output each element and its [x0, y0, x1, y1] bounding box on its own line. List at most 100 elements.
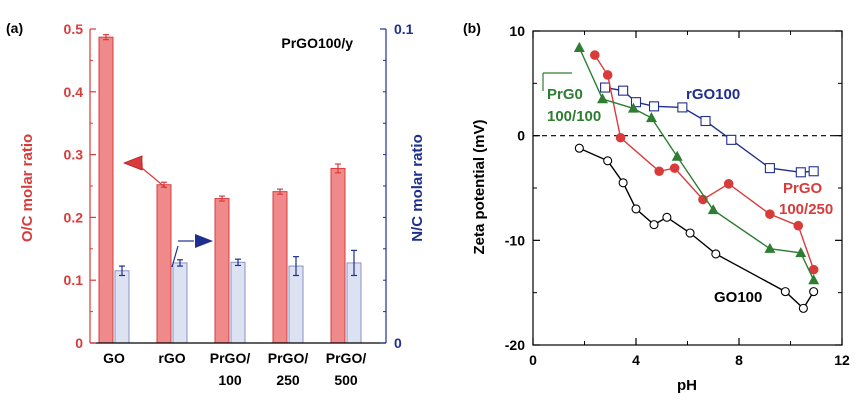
y-right-tick-label: 0.1: [394, 21, 414, 37]
category-label: PrGO/: [326, 350, 367, 366]
point-1-5: [700, 115, 711, 127]
point-3-5: [707, 204, 719, 215]
point-1-0: [600, 82, 611, 93]
bar-oc-3: [272, 191, 288, 344]
y-left-tick-label: 0.2: [64, 209, 84, 225]
category-label-line2: 500: [334, 372, 358, 388]
annotation-prgo-100-pointer: [542, 72, 572, 91]
y-left-tick-label: 0.1: [64, 272, 84, 288]
point-0-6: [685, 228, 695, 238]
annotation-prgo-100-line1: PrG0: [547, 86, 583, 103]
y-tick-label: 0: [517, 128, 525, 144]
right-axis-arrow: [171, 234, 213, 268]
category-label: PrGO/: [268, 350, 309, 366]
point-1-1: [618, 85, 629, 96]
category-label: PrGO/: [210, 350, 251, 366]
point-0-10: [809, 287, 819, 297]
annotation-prgo-250-line2: 100/250: [779, 201, 833, 218]
point-3-3: [645, 112, 657, 123]
point-0-2: [618, 178, 628, 188]
point-3-7: [795, 247, 807, 258]
point-0-9: [798, 303, 808, 313]
left-axis-arrow: [122, 155, 167, 189]
point-3-4: [671, 150, 683, 161]
y-tick-label: -10: [505, 232, 525, 248]
series-line-3: [578, 47, 815, 281]
annotation-prgo-250-line1: PrGO: [783, 180, 823, 197]
point-0-4: [649, 220, 659, 230]
category-label-line2: 250: [276, 372, 300, 388]
panel-b-series: [573, 41, 820, 313]
y-left-tick-label: 0: [75, 335, 83, 351]
x-tick-label: 0: [529, 352, 537, 368]
panel-a-y-left-label: O/C molar ratio: [19, 134, 36, 242]
panel-b-y-label: Zeta potential (mV): [471, 119, 488, 254]
point-3-2: [627, 102, 639, 113]
y-tick-label: -20: [505, 337, 525, 353]
point-2-8: [793, 220, 804, 231]
series-line-0: [579, 147, 815, 310]
bar-nc-0: [114, 270, 130, 344]
panel-a-inset-label: PrGO100/y: [281, 35, 353, 51]
panel-b-axes: 0 4 8 12 -20 -10 0 10: [505, 23, 850, 368]
point-2-3: [654, 166, 664, 177]
point-1-3: [648, 101, 660, 112]
point-1-2: [630, 97, 642, 108]
point-0-0: [574, 143, 584, 153]
panel-b-x-label: pH: [677, 377, 697, 394]
point-1-9: [808, 166, 819, 177]
x-tick-label: 4: [632, 352, 640, 368]
category-label-line2: 100: [218, 372, 242, 388]
series-line-2: [594, 54, 815, 270]
point-1-4: [677, 102, 688, 113]
y-left-tick-label: 0.3: [64, 147, 84, 163]
y-right-tick-label: 0: [394, 335, 402, 351]
bar-oc-1: [156, 184, 172, 344]
annotation-go100: GO100: [714, 289, 762, 306]
point-2-2: [615, 132, 626, 143]
point-0-7: [711, 249, 721, 259]
category-label: rGO: [158, 350, 185, 366]
point-3-6: [764, 242, 776, 253]
point-0-1: [603, 156, 613, 166]
bar-nc-1: [172, 262, 188, 344]
x-tick-label: 12: [834, 352, 850, 368]
annotation-prgo-100-line2: 100/100: [547, 108, 601, 125]
point-3-8: [808, 274, 820, 285]
series-1: [600, 82, 819, 178]
x-tick-label: 8: [735, 352, 743, 368]
series-0: [574, 143, 819, 313]
bar-oc-4: [330, 167, 346, 344]
panel-b-label: (b): [463, 20, 481, 36]
y-tick-label: 10: [509, 23, 525, 39]
point-0-8: [780, 287, 790, 297]
category-label: GO: [103, 350, 125, 366]
point-2-6: [723, 179, 734, 189]
panel-a-y-right-label: N/C molar ratio: [409, 134, 426, 242]
bar-nc-3: [288, 265, 304, 344]
point-3-0: [573, 41, 585, 52]
point-1-7: [764, 163, 775, 174]
annotation-rgo100: rGO100: [686, 86, 740, 103]
point-2-0: [590, 50, 600, 60]
point-2-1: [602, 70, 613, 80]
bar-nc-2: [230, 261, 246, 344]
point-2-4: [669, 163, 680, 173]
point-0-5: [662, 212, 672, 222]
panel-a-bars: [98, 34, 362, 344]
bar-oc-2: [214, 198, 230, 344]
panel-a: (a) 0 0.1 0.2 0.3 0.4 0.5 0 0.1 GO rGO PrGO/100 PrG…: [6, 20, 426, 388]
point-2-7: [765, 209, 775, 219]
panel-a-label: (a): [6, 20, 23, 36]
point-1-8: [795, 167, 806, 178]
series-line-1: [604, 86, 814, 174]
series-2: [590, 50, 819, 275]
point-0-3: [631, 204, 641, 214]
panel-b: (b) 0 4 8 12 -20 -10 0 10 Zeta potential (mV) p…: [463, 20, 850, 394]
y-left-tick-label: 0.4: [64, 84, 84, 100]
y-left-tick-label: 0.5: [64, 21, 84, 37]
bar-oc-0: [98, 36, 114, 344]
point-1-6: [726, 134, 737, 145]
panel-a-axes: 0 0.1 0.2 0.3 0.4 0.5 0 0.1 GO rGO PrGO/100 PrGO/25…: [64, 21, 414, 388]
